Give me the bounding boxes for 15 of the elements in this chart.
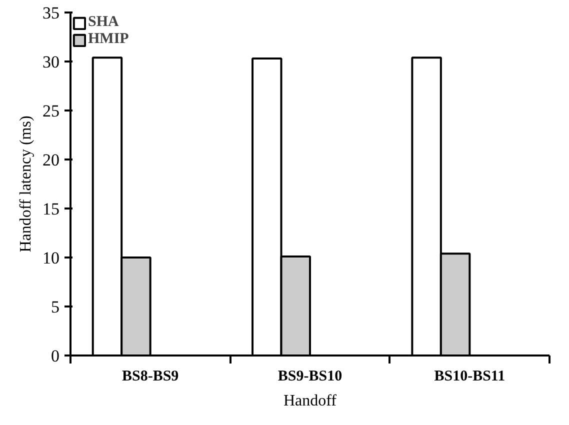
y-tick-label: 30 <box>42 52 60 72</box>
x-tick-label: BS10-BS11 <box>434 368 506 384</box>
y-tick-label: 25 <box>42 102 60 120</box>
y-axis-title: Handoff latency (ms) <box>18 116 34 252</box>
legend-label: HMIP <box>88 31 129 48</box>
y-tick-label: 20 <box>42 150 60 170</box>
x-tick-label: BS8-BS9 <box>122 368 179 384</box>
y-tick-label: 0 <box>51 346 60 366</box>
y-tick-label: 35 <box>42 4 60 22</box>
x-tick-label: BS9-BS10 <box>278 368 342 384</box>
y-tick-label: 15 <box>42 200 60 218</box>
x-axis-title: Handoff <box>283 392 338 410</box>
legend-label: SHA <box>88 14 119 31</box>
y-tick-label: 5 <box>51 298 60 316</box>
y-tick-label: 10 <box>42 248 60 268</box>
